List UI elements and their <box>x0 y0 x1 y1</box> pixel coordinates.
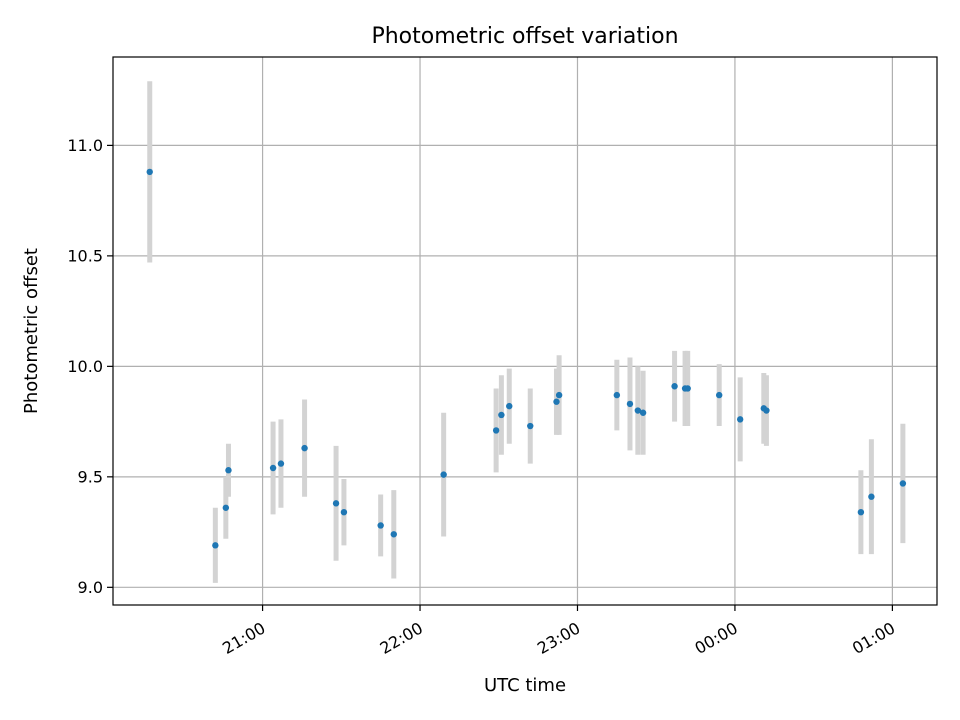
data-point <box>857 508 865 516</box>
data-points <box>146 168 907 549</box>
data-point <box>212 542 219 549</box>
data-point <box>684 385 691 392</box>
data-point <box>715 391 723 399</box>
data-point <box>301 444 308 452</box>
y-tick-label: 10.0 <box>67 357 103 376</box>
data-point <box>146 168 153 176</box>
y-tick-label: 11.0 <box>67 136 103 155</box>
y-tick-label: 9.5 <box>78 467 103 486</box>
x-axis-label: UTC time <box>484 675 566 696</box>
chart-title: Photometric offset variation <box>371 24 678 49</box>
data-point <box>225 467 232 474</box>
data-point <box>634 407 642 414</box>
data-point <box>613 391 621 399</box>
data-point <box>671 383 678 390</box>
data-point <box>340 508 348 516</box>
data-point <box>555 391 563 399</box>
plot-frame <box>112 56 938 606</box>
data-point <box>390 531 397 538</box>
data-point <box>498 411 505 419</box>
data-point <box>639 409 647 416</box>
data-point <box>899 480 907 487</box>
data-point <box>763 407 770 414</box>
data-point <box>626 400 634 408</box>
data-point <box>269 464 277 472</box>
data-point <box>868 493 875 500</box>
data-point <box>506 402 513 410</box>
y-axis-label: Photometric offset <box>21 248 42 414</box>
data-point <box>736 416 744 423</box>
data-point <box>222 504 230 511</box>
data-point <box>492 427 500 434</box>
data-point <box>440 471 447 478</box>
grid <box>113 57 937 605</box>
data-point <box>377 522 384 529</box>
data-point <box>553 398 560 405</box>
data-point <box>527 422 534 430</box>
data-point <box>277 460 285 467</box>
y-tick-label: 10.5 <box>67 246 103 265</box>
data-point <box>332 500 340 507</box>
y-tick-label: 9.0 <box>78 578 103 597</box>
